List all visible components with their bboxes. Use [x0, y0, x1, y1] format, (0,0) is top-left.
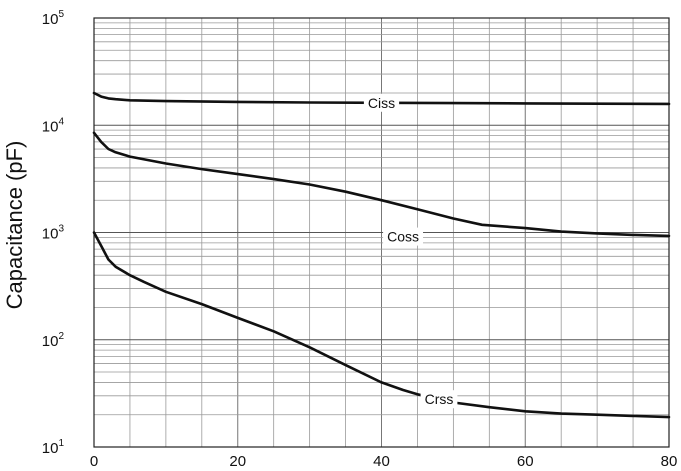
series-label-coss: Coss [387, 229, 419, 245]
y-tick-label: 101 [42, 438, 65, 457]
series-line-coss [92, 131, 671, 238]
series-label-ciss: Ciss [368, 95, 395, 111]
x-tick-label: 60 [517, 453, 534, 470]
y-tick-label: 104 [42, 116, 65, 135]
series-line-ciss [92, 91, 671, 106]
series-label-background [420, 390, 458, 409]
x-tick-label: 40 [373, 453, 390, 470]
y-tick-label: 102 [42, 331, 65, 350]
series-label-background [363, 93, 400, 112]
x-tick-label: 20 [229, 453, 246, 470]
x-tick-labels: 0 20 40 60 80 [90, 453, 678, 470]
x-tick-label: 0 [90, 453, 98, 470]
y-tick-labels: 101 102 103 104 105 [42, 9, 65, 457]
x-tick-label: 80 [661, 453, 678, 470]
series-label-crss: Crss [425, 391, 454, 407]
series-label-background [383, 227, 424, 246]
y-axis-label: Capacitance (pF) [2, 141, 27, 310]
series-line-crss [92, 231, 671, 419]
series-lines [92, 91, 671, 419]
series-labels: Ciss Coss Crss [363, 93, 458, 409]
y-tick-label: 103 [42, 224, 65, 243]
y-tick-label: 105 [42, 9, 65, 28]
